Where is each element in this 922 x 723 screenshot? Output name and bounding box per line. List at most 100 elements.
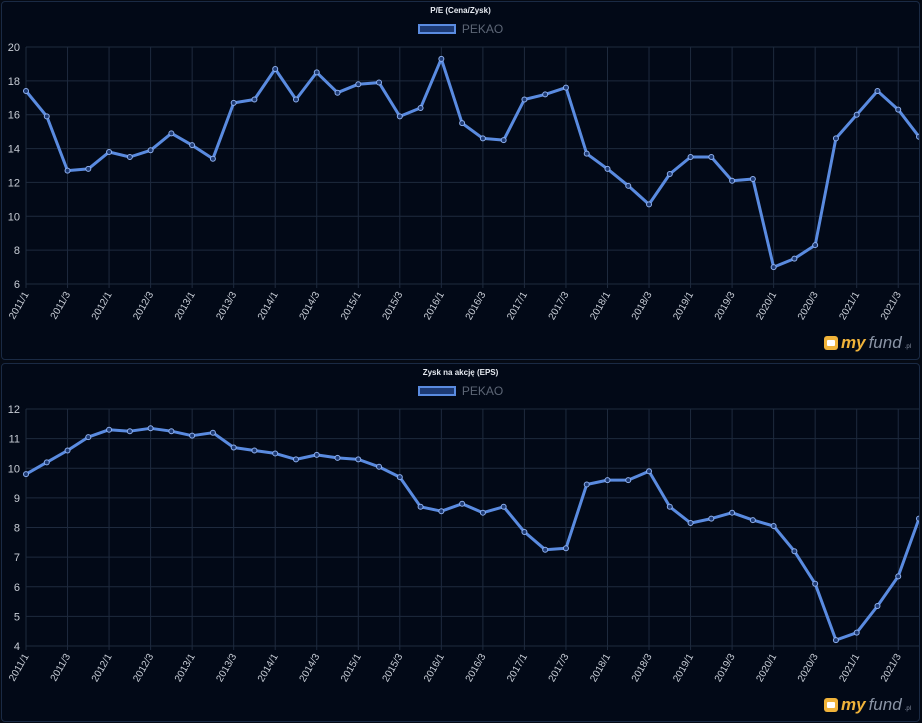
data-point	[625, 477, 632, 484]
logo-my: my	[840, 333, 866, 352]
x-tick-label: 2016/1	[422, 652, 447, 684]
data-point	[479, 135, 486, 142]
data-point	[708, 515, 715, 522]
data-point	[791, 548, 798, 555]
data-point	[749, 517, 756, 524]
eps-chart-title: Zysk na akcję (EPS)	[422, 368, 499, 377]
x-tick-label: 2012/3	[131, 652, 156, 684]
data-point	[916, 515, 919, 522]
logo-pl: .pl	[904, 344, 911, 350]
data-point	[687, 520, 694, 527]
x-tick-label: 2020/3	[796, 652, 821, 684]
data-point	[23, 471, 29, 478]
logo-fund: fund	[868, 695, 902, 714]
data-point	[521, 528, 528, 535]
x-tick-label: 2012/3	[131, 290, 156, 322]
x-tick-label: 2019/1	[671, 652, 696, 684]
x-tick-label: 2018/3	[630, 290, 655, 322]
data-point	[313, 69, 320, 76]
x-tick-label: 2021/1	[837, 290, 862, 322]
x-tick-label: 2020/1	[754, 652, 779, 684]
logo-pl: .pl	[904, 706, 911, 712]
data-point	[562, 84, 569, 91]
x-tick-label: 2015/3	[381, 290, 406, 322]
legend-label: PEKAO	[461, 22, 504, 36]
y-tick-label: 12	[8, 404, 20, 416]
data-point	[272, 450, 279, 457]
pe-chart-legend[interactable]: PEKAO	[2, 22, 919, 36]
data-point	[64, 447, 71, 454]
x-tick-label: 2013/1	[173, 652, 198, 684]
data-point	[770, 264, 777, 271]
data-point	[542, 91, 549, 98]
myfund-logo-icon	[823, 336, 838, 350]
data-point	[43, 459, 50, 466]
data-point	[583, 150, 590, 157]
data-point	[708, 154, 715, 161]
x-tick-label: 2018/1	[588, 652, 613, 684]
data-point	[646, 468, 653, 475]
x-tick-label: 2019/1	[671, 290, 696, 322]
data-point	[895, 106, 902, 113]
series-line	[25, 426, 919, 642]
x-tick-label: 2012/1	[90, 290, 115, 322]
x-tick-label: 2011/3	[49, 290, 74, 322]
y-tick-label: 6	[14, 582, 20, 594]
data-point	[500, 137, 507, 144]
logo-fund: fund	[868, 333, 902, 352]
data-point	[832, 637, 839, 644]
data-point	[396, 474, 403, 481]
data-point	[251, 96, 258, 103]
myfund-logo: my fund .pl	[823, 695, 911, 715]
x-tick-label: 2015/1	[339, 652, 364, 684]
pe-chart-panel: P/E (Cena/Zysk) PEKAO 6 8 10 12 14 16 18 20 2011…	[1, 1, 920, 360]
x-tick-label: 2018/1	[588, 290, 613, 322]
y-tick-label: 8	[14, 523, 20, 535]
data-point	[376, 463, 383, 470]
y-tick-label: 7	[14, 552, 20, 564]
data-point	[479, 509, 486, 516]
x-tick-label: 2014/1	[256, 652, 281, 684]
x-tick-label: 2013/1	[173, 290, 198, 322]
myfund-logo-icon	[823, 698, 838, 712]
data-point	[812, 580, 819, 587]
y-tick-label: 6	[14, 279, 20, 291]
x-tick-label: 2013/3	[214, 290, 239, 322]
data-point	[791, 255, 798, 262]
data-point	[729, 177, 736, 184]
data-point	[126, 428, 133, 435]
data-point	[874, 88, 881, 95]
x-tick-label: 2015/3	[381, 652, 406, 684]
x-tick-label: 2016/3	[464, 652, 489, 684]
x-tick-label: 2020/3	[796, 290, 821, 322]
data-point	[106, 148, 113, 155]
data-point	[292, 456, 299, 463]
data-point	[521, 96, 528, 103]
data-point	[438, 508, 445, 515]
x-tick-label: 2021/3	[879, 290, 904, 322]
data-point	[562, 545, 569, 552]
legend-label: PEKAO	[461, 384, 504, 398]
y-tick-label: 10	[8, 463, 20, 475]
x-tick-label: 2011/1	[7, 290, 32, 322]
data-point	[459, 120, 466, 127]
y-tick-label: 14	[8, 144, 20, 156]
data-point	[417, 503, 424, 510]
data-point	[396, 113, 403, 120]
x-tick-label: 2011/3	[49, 652, 74, 684]
y-tick-label: 4	[14, 641, 20, 653]
data-point	[313, 451, 320, 458]
data-point	[916, 133, 919, 140]
y-tick-label: 16	[8, 110, 20, 122]
legend-swatch	[417, 24, 456, 34]
eps-chart-legend[interactable]: PEKAO	[2, 384, 919, 398]
y-tick-label: 8	[14, 245, 20, 257]
legend-swatch	[417, 386, 456, 396]
data-point	[500, 503, 507, 510]
y-tick-label: 12	[8, 177, 20, 189]
data-point	[147, 425, 154, 432]
y-tick-label: 20	[8, 42, 20, 54]
data-point	[85, 165, 92, 172]
myfund-logo: my fund .pl	[823, 333, 911, 353]
x-tick-label: 2013/3	[214, 652, 239, 684]
